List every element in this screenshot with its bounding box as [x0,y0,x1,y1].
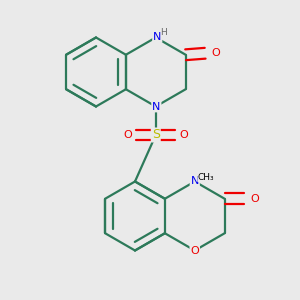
Text: CH₃: CH₃ [198,172,214,182]
Text: S: S [152,128,160,142]
Text: N: N [152,101,160,112]
Text: O: O [190,245,199,256]
Text: O: O [179,130,188,140]
Text: O: O [250,194,259,204]
Text: O: O [124,130,132,140]
Text: H: H [160,28,166,37]
Text: N: N [190,176,199,187]
Text: O: O [211,48,220,58]
Text: N: N [153,32,161,42]
